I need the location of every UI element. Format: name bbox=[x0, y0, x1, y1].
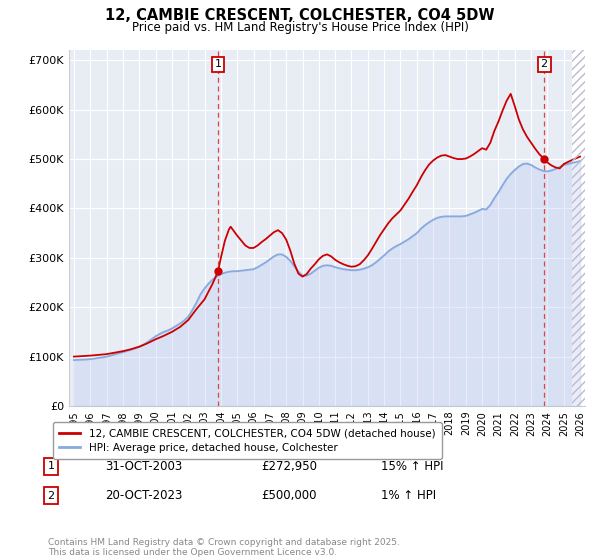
Text: 31-OCT-2003: 31-OCT-2003 bbox=[105, 460, 182, 473]
Text: 2: 2 bbox=[47, 491, 55, 501]
Text: Price paid vs. HM Land Registry's House Price Index (HPI): Price paid vs. HM Land Registry's House … bbox=[131, 21, 469, 34]
Text: 1: 1 bbox=[215, 59, 221, 69]
Text: £500,000: £500,000 bbox=[261, 489, 317, 502]
Bar bbox=[572, 50, 585, 406]
Text: 20-OCT-2023: 20-OCT-2023 bbox=[105, 489, 182, 502]
Text: 2: 2 bbox=[541, 59, 548, 69]
Text: 12, CAMBIE CRESCENT, COLCHESTER, CO4 5DW: 12, CAMBIE CRESCENT, COLCHESTER, CO4 5DW bbox=[105, 8, 495, 24]
Text: Contains HM Land Registry data © Crown copyright and database right 2025.
This d: Contains HM Land Registry data © Crown c… bbox=[48, 538, 400, 557]
Text: £272,950: £272,950 bbox=[261, 460, 317, 473]
Text: 15% ↑ HPI: 15% ↑ HPI bbox=[381, 460, 443, 473]
Legend: 12, CAMBIE CRESCENT, COLCHESTER, CO4 5DW (detached house), HPI: Average price, d: 12, CAMBIE CRESCENT, COLCHESTER, CO4 5DW… bbox=[53, 422, 442, 459]
Text: 1% ↑ HPI: 1% ↑ HPI bbox=[381, 489, 436, 502]
Text: 1: 1 bbox=[47, 461, 55, 472]
Bar bbox=[572, 50, 585, 406]
